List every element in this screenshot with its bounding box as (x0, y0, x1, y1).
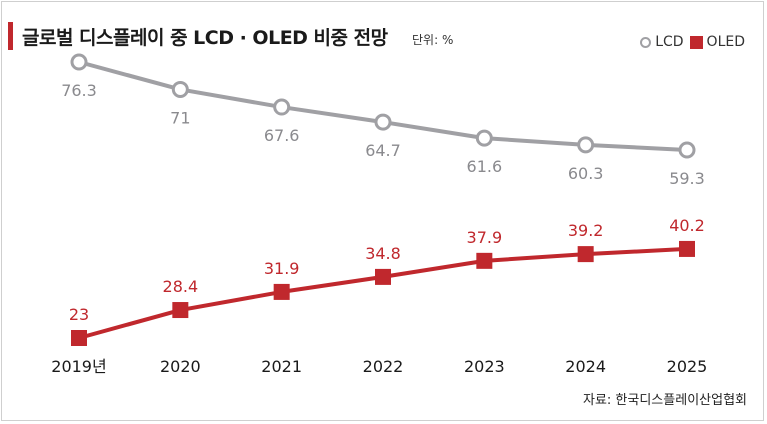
x-tick-label-4: 2023 (464, 357, 505, 376)
data-label-oled-6: 40.2 (669, 216, 705, 235)
legend-label-oled: OLED (706, 34, 745, 50)
point-lcd-6 (678, 141, 696, 159)
legend-item-oled: OLED (689, 34, 745, 50)
point-oled-2 (273, 283, 290, 300)
data-label-lcd-3: 64.7 (365, 141, 401, 160)
data-label-oled-4: 37.9 (467, 228, 503, 247)
x-tick-label-0: 2019년 (51, 357, 106, 376)
x-tick-label-2: 2021 (261, 357, 302, 376)
point-lcd-2 (273, 98, 291, 116)
data-label-oled-3: 34.8 (365, 244, 401, 263)
data-label-lcd-1: 71 (170, 108, 190, 127)
legend-label-lcd: LCD (655, 34, 684, 50)
legend-square-marker-icon (689, 35, 703, 49)
chart-title: 글로벌 디스플레이 중 LCD · OLED 비중 전망 (22, 27, 388, 49)
point-oled-3 (375, 268, 391, 285)
unit-label: 단위: % (412, 33, 454, 47)
point-oled-6 (679, 240, 695, 257)
point-oled-1 (172, 302, 189, 319)
data-label-lcd-4: 61.6 (467, 157, 503, 176)
point-lcd-4 (475, 129, 493, 147)
data-label-lcd-2: 67.6 (264, 126, 300, 145)
title-accent-bar (8, 22, 13, 50)
source-note: 자료: 한국디스플레이산업협회 (583, 393, 747, 408)
data-label-oled-5: 39.2 (568, 221, 604, 240)
data-label-oled-1: 28.4 (163, 277, 199, 296)
point-oled-5 (577, 246, 594, 263)
legend: LCD OLED (640, 34, 745, 50)
point-oled-0 (71, 330, 87, 346)
point-lcd-5 (577, 136, 595, 154)
data-label-oled-0: 23 (69, 305, 89, 324)
x-tick-label-3: 2022 (363, 357, 404, 376)
point-lcd-0 (70, 53, 88, 71)
data-label-lcd-6: 59.3 (669, 169, 705, 188)
data-label-oled-2: 31.9 (264, 259, 300, 278)
point-lcd-3 (374, 113, 392, 131)
data-label-lcd-5: 60.3 (568, 164, 604, 183)
legend-item-lcd: LCD (640, 34, 684, 50)
point-lcd-1 (171, 80, 189, 98)
data-label-lcd-0: 76.3 (61, 81, 97, 100)
x-tick-label-1: 2020 (160, 357, 201, 376)
legend-circle-marker-icon (640, 36, 652, 48)
series-line-lcd (78, 60, 688, 153)
point-oled-4 (476, 252, 493, 269)
x-tick-label-5: 2024 (565, 357, 606, 376)
x-tick-label-6: 2025 (667, 357, 708, 376)
